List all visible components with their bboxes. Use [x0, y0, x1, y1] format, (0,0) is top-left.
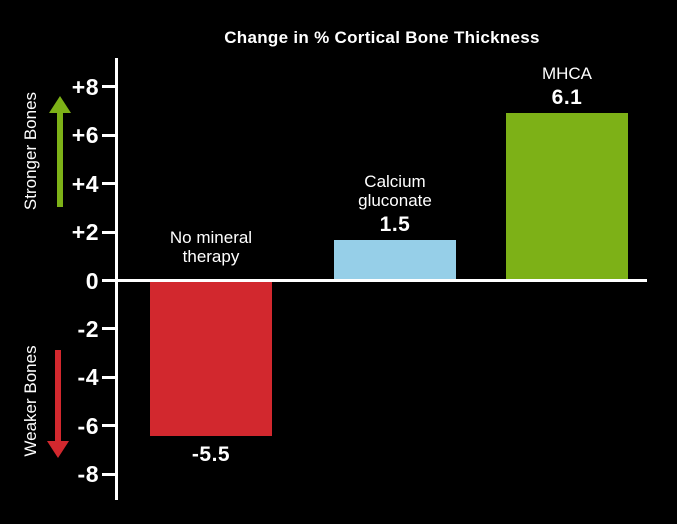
weaker-bones-label: Weaker Bones — [21, 345, 40, 457]
zero-baseline — [103, 279, 647, 282]
y-tick-mark — [102, 182, 115, 186]
up-arrow-shaft — [57, 110, 63, 207]
y-tick-label: -8 — [77, 461, 99, 488]
bar-calcium-gluconate — [334, 240, 456, 279]
y-tick-mark — [102, 279, 115, 282]
bar-mhca — [506, 113, 628, 279]
up-arrow-icon — [49, 96, 71, 113]
value-label-calcium-gluconate: 1.5 — [379, 213, 411, 237]
chart-title: Change in % Cortical Bone Thickness — [224, 28, 540, 47]
category-label-no-mineral-therapy: No mineral — [169, 227, 253, 247]
y-tick-mark — [102, 327, 115, 331]
y-tick-label: +2 — [71, 219, 99, 246]
y-tick-label: +4 — [71, 170, 99, 197]
y-tick-label: 0 — [85, 267, 99, 294]
category-label-mhca: MHCA — [541, 64, 593, 84]
y-tick-label: +8 — [71, 73, 99, 100]
down-arrow-icon — [47, 441, 69, 458]
value-label-mhca: 6.1 — [551, 86, 583, 110]
y-tick-mark — [102, 472, 115, 476]
y-tick-label: -2 — [77, 315, 99, 342]
category-label-calcium-gluconate: gluconate — [358, 191, 432, 211]
category-label-no-mineral-therapy: therapy — [182, 246, 240, 266]
y-tick-label: +6 — [71, 122, 99, 149]
y-tick-label: -4 — [77, 364, 99, 391]
bar-no-mineral-therapy — [150, 282, 272, 436]
y-tick-mark — [102, 85, 115, 89]
down-arrow-shaft — [55, 350, 61, 443]
y-tick-mark — [102, 424, 115, 428]
value-label-no-mineral-therapy: -5.5 — [191, 442, 231, 466]
y-tick-label: -6 — [77, 412, 99, 439]
y-tick-mark — [102, 230, 115, 234]
y-tick-mark — [102, 133, 115, 137]
category-label-calcium-gluconate: Calcium — [364, 172, 426, 192]
y-tick-mark — [102, 375, 115, 379]
